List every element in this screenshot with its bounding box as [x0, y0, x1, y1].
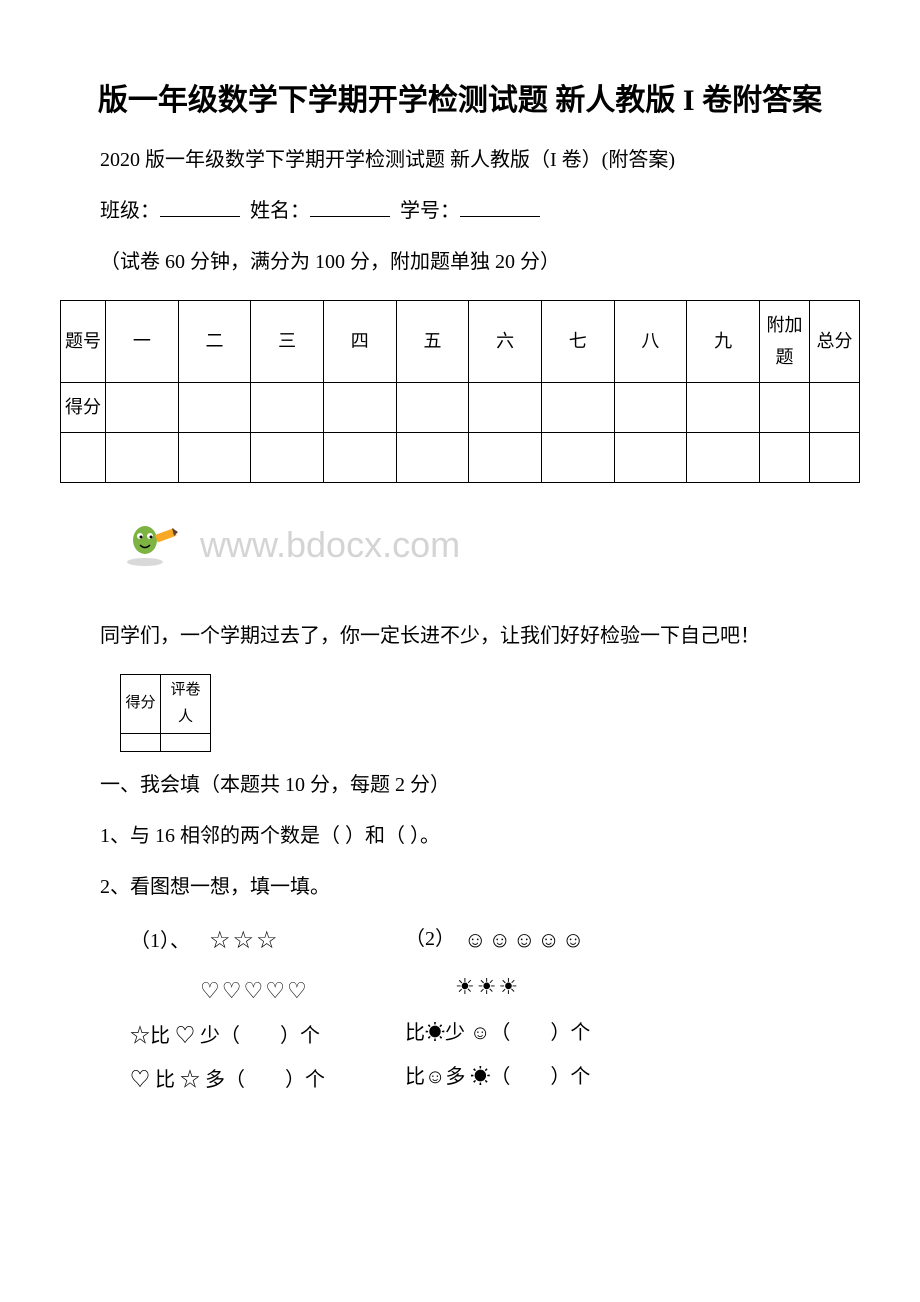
subtitle: 2020 版一年级数学下学期开学检测试题 新人教版（I 卷）(附答案) [60, 142, 860, 178]
score-cell[interactable] [541, 382, 614, 432]
name-label: 姓名： [250, 200, 310, 222]
col-header: 六 [469, 301, 542, 383]
score-cell[interactable] [323, 382, 396, 432]
small-table-header: 得分 [121, 674, 161, 733]
empty-cell [106, 432, 179, 482]
q2-left-label: （1）、 [130, 923, 190, 959]
question-1: 1、与 16 相邻的两个数是（ ）和（ ）。 [60, 818, 860, 854]
col-header: 五 [396, 301, 469, 383]
question-2: 2、看图想一想，填一填。 [60, 869, 860, 905]
empty-cell [760, 432, 810, 482]
empty-cell [687, 432, 760, 482]
id-blank[interactable] [460, 193, 540, 217]
q2-left-answer2: ♡ 比 ☆ 多（ ）个 [130, 1062, 325, 1098]
small-table-cell[interactable] [161, 733, 211, 751]
q2-right-row1: （2） ☺ ☺ ☺ ☺ ☺ [405, 920, 590, 960]
score-cell[interactable] [469, 382, 542, 432]
empty-cell [61, 432, 106, 482]
score-cell[interactable] [614, 382, 687, 432]
question-2-content: （1）、 ☆ ☆ ☆ ♡ ♡ ♡ ♡ ♡ ☆比 ♡ 少（ ）个 ♡ 比 ☆ 多（… [130, 920, 860, 1099]
table-row: 得分 [61, 382, 860, 432]
empty-cell [541, 432, 614, 482]
score-cell[interactable] [810, 382, 860, 432]
sun-icon: ☀ [455, 967, 475, 1007]
q2-left-row1: （1）、 ☆ ☆ ☆ [130, 920, 325, 963]
heart-icon: ♡ [265, 971, 285, 1011]
q2-right-answer1: 比☀少 ☺（ ）个 [405, 1015, 590, 1051]
empty-cell [614, 432, 687, 482]
empty-cell [396, 432, 469, 482]
score-table: 题号 一 二 三 四 五 六 七 八 九 附加题 总分 得分 [60, 300, 860, 483]
answer-text: 比☀少 ☺（ ）个 [405, 1015, 590, 1051]
page-title: 版一年级数学下学期开学检测试题 新人教版 I 卷附答案 [60, 80, 860, 122]
small-table-cell[interactable] [121, 733, 161, 751]
student-info: 班级： 姓名： 学号： [60, 193, 860, 229]
col-header: 一 [106, 301, 179, 383]
heart-icon: ♡ [243, 971, 263, 1011]
score-cell[interactable] [106, 382, 179, 432]
exam-note: （试卷 60 分钟，满分为 100 分，附加题单独 20 分） [60, 244, 860, 280]
col-header: 三 [251, 301, 324, 383]
score-cell[interactable] [687, 382, 760, 432]
answer-text: ♡ 比 ☆ 多（ ）个 [130, 1062, 325, 1098]
q2-right-answer2: 比☺多 ☀（ ）个 [405, 1059, 590, 1095]
heart-icon: ♡ [222, 971, 242, 1011]
name-blank[interactable] [310, 193, 390, 217]
pencil-mascot-icon [120, 520, 180, 570]
score-cell[interactable] [760, 382, 810, 432]
smiley-icon: ☺ [537, 920, 559, 960]
star-icon: ☆ [233, 920, 255, 963]
heart-icon: ♡ [287, 971, 307, 1011]
id-label: 学号： [400, 200, 460, 222]
q2-right-row2: ☀ ☀ ☀ [455, 967, 590, 1007]
col-header: 八 [614, 301, 687, 383]
q2-left-row2: ♡ ♡ ♡ ♡ ♡ [200, 971, 325, 1011]
empty-cell [323, 432, 396, 482]
q2-right-label: （2） [405, 921, 455, 957]
class-label: 班级： [100, 200, 160, 222]
empty-cell [251, 432, 324, 482]
intro-text: 同学们，一个学期过去了，你一定长进不少，让我们好好检验一下自己吧！ [60, 618, 860, 654]
col-header: 四 [323, 301, 396, 383]
q2-left-answer1: ☆比 ♡ 少（ ）个 [130, 1018, 325, 1054]
row-label: 题号 [61, 301, 106, 383]
col-header: 附加题 [760, 301, 810, 383]
sun-icon: ☀ [477, 967, 497, 1007]
section-1-title: 一、我会填（本题共 10 分，每题 2 分） [60, 767, 860, 803]
empty-cell [178, 432, 251, 482]
score-cell[interactable] [178, 382, 251, 432]
score-cell[interactable] [396, 382, 469, 432]
class-blank[interactable] [160, 193, 240, 217]
star-icon: ☆ [209, 920, 231, 963]
col-header: 七 [541, 301, 614, 383]
table-row [61, 432, 860, 482]
star-icon: ☆ [256, 920, 278, 963]
q2-left-column: （1）、 ☆ ☆ ☆ ♡ ♡ ♡ ♡ ♡ ☆比 ♡ 少（ ）个 ♡ 比 ☆ 多（… [130, 920, 325, 1099]
col-header: 总分 [810, 301, 860, 383]
col-header: 二 [178, 301, 251, 383]
grader-table: 得分 评卷人 [120, 674, 211, 752]
small-table-header: 评卷人 [161, 674, 211, 733]
col-header: 九 [687, 301, 760, 383]
smiley-icon: ☺ [562, 920, 584, 960]
smiley-icon: ☺ [513, 920, 535, 960]
smiley-icon: ☺ [464, 920, 486, 960]
row-label: 得分 [61, 382, 106, 432]
score-cell[interactable] [251, 382, 324, 432]
table-row: 题号 一 二 三 四 五 六 七 八 九 附加题 总分 [61, 301, 860, 383]
heart-icon: ♡ [200, 971, 220, 1011]
smiley-icon: ☺ [488, 920, 510, 960]
answer-text: ☆比 ♡ 少（ ）个 [130, 1018, 320, 1054]
sun-icon: ☀ [498, 967, 518, 1007]
q2-right-column: （2） ☺ ☺ ☺ ☺ ☺ ☀ ☀ ☀ 比☀少 ☺（ ）个 比☺多 ☀（ ）个 [405, 920, 590, 1099]
watermark-text: www.bdocx.com [200, 513, 460, 578]
empty-cell [469, 432, 542, 482]
empty-cell [810, 432, 860, 482]
mascot-row: www.bdocx.com [120, 513, 860, 578]
answer-text: 比☺多 ☀（ ）个 [405, 1059, 590, 1095]
